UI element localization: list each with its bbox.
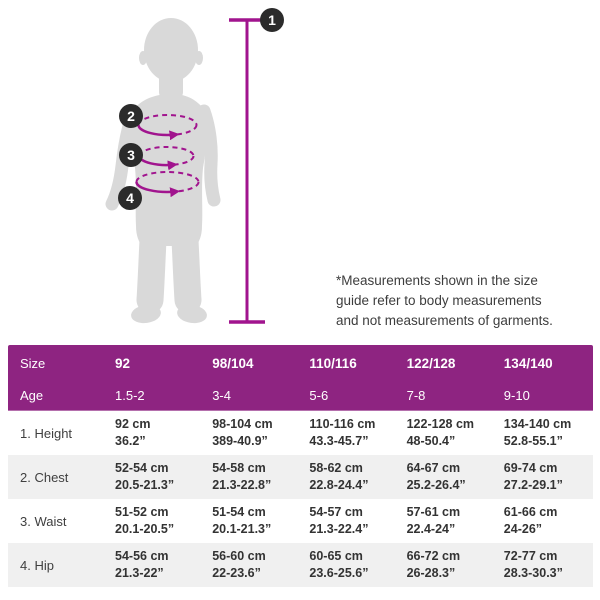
height-value: 98-104 cm 389-40.9” [212, 417, 273, 448]
chest-value: 58-62 cm 22.8-24.4” [309, 461, 369, 492]
waist-value: 54-57 cm 21.3-22.4” [309, 505, 369, 536]
age-col-2: 5-6 [309, 387, 329, 403]
size-col-92: 92 [115, 355, 131, 371]
age-col-4: 9-10 [503, 387, 530, 403]
age-col-3: 7-8 [406, 387, 426, 403]
hip-row-label: 4. Hip [20, 557, 54, 573]
size-col-122-128: 122/128 [406, 355, 456, 371]
size-table-header: Size 92 98/104 110/116 122/128 134/140 A… [8, 345, 593, 411]
age-col-0: 1.5-2 [115, 387, 145, 403]
height-row-label: 1. Height [20, 425, 73, 441]
hip-measure-ellipse [135, 171, 200, 198]
marker-1-height: 1 [260, 8, 284, 32]
height-value: 122-128 cm 48-50.4” [406, 417, 475, 448]
waist-value: 51-54 cm 20.1-21.3” [212, 505, 272, 536]
marker-4-number: 4 [126, 190, 134, 206]
height-value: 134-140 cm 52.8-55.1” [503, 417, 572, 448]
chest-measure-ellipse [137, 114, 198, 141]
hip-value: 56-60 cm 22-23.6” [212, 549, 266, 580]
hip-value: 60-65 cm 23.6-25.6” [309, 549, 369, 580]
marker-2-number: 2 [127, 108, 135, 124]
marker-2-chest: 2 [119, 104, 143, 128]
marker-3-waist: 3 [119, 143, 143, 167]
height-row: 1. Height 92 cm 36.2” 98-104 cm 389-40.9” … [8, 411, 593, 455]
waist-row: 3. Waist 51-52 cm 20.1-20.5” 51-54 cm 20.1… [8, 499, 593, 543]
chest-row-label: 2. Chest [20, 469, 69, 485]
chest-value: 64-67 cm 25.2-26.4” [406, 461, 466, 492]
size-row-label: Size [20, 355, 46, 371]
height-measure-line [229, 18, 265, 324]
hip-value: 72-77 cm 28.3-30.3” [503, 549, 563, 580]
age-row: Age 1.5-2 3-4 5-6 7-8 9-10 [8, 379, 593, 411]
age-col-1: 3-4 [212, 387, 231, 403]
size-col-110-116: 110/116 [309, 355, 357, 371]
waist-row-label: 3. Waist [20, 513, 67, 529]
size-col-134-140: 134/140 [503, 355, 553, 371]
size-table: Size 92 98/104 110/116 122/128 134/140 A… [8, 345, 593, 587]
chest-value: 69-74 cm 27.2-29.1” [503, 461, 563, 492]
size-row: Size 92 98/104 110/116 122/128 134/140 [8, 345, 593, 379]
size-table-body: 1. Height 92 cm 36.2” 98-104 cm 389-40.9” … [8, 411, 593, 587]
measurement-figure: 1 2 3 4 *Measurements shown in the size … [105, 8, 553, 328]
chest-value: 54-58 cm 21.3-22.8” [212, 461, 272, 492]
height-value: 92 cm 36.2” [115, 417, 151, 448]
chest-row: 2. Chest 52-54 cm 20.5-21.3” 54-58 cm 21.3… [8, 455, 593, 499]
hip-value: 54-56 cm 21.3-22” [115, 549, 169, 580]
figure-illustration [105, 18, 265, 324]
chest-value: 52-54 cm 20.5-21.3” [115, 461, 175, 492]
age-row-label: Age [20, 387, 44, 403]
height-value: 110-116 cm 43.3-45.7” [309, 417, 376, 448]
hip-value: 66-72 cm 26-28.3” [406, 549, 461, 580]
marker-1-number: 1 [268, 12, 276, 28]
hip-row: 4. Hip 54-56 cm 21.3-22” 56-60 cm 22-23.6”… [8, 543, 593, 587]
waist-value: 61-66 cm 24-26” [503, 505, 558, 536]
marker-3-number: 3 [127, 147, 135, 163]
waist-value: 57-61 cm 22.4-24” [406, 505, 461, 536]
marker-4-hip: 4 [118, 186, 142, 210]
child-silhouette [105, 18, 221, 324]
waist-value: 51-52 cm 20.1-20.5” [115, 505, 175, 536]
measurements-note: *Measurements shown in the size guide re… [336, 273, 553, 328]
size-col-98-104: 98/104 [212, 355, 254, 371]
